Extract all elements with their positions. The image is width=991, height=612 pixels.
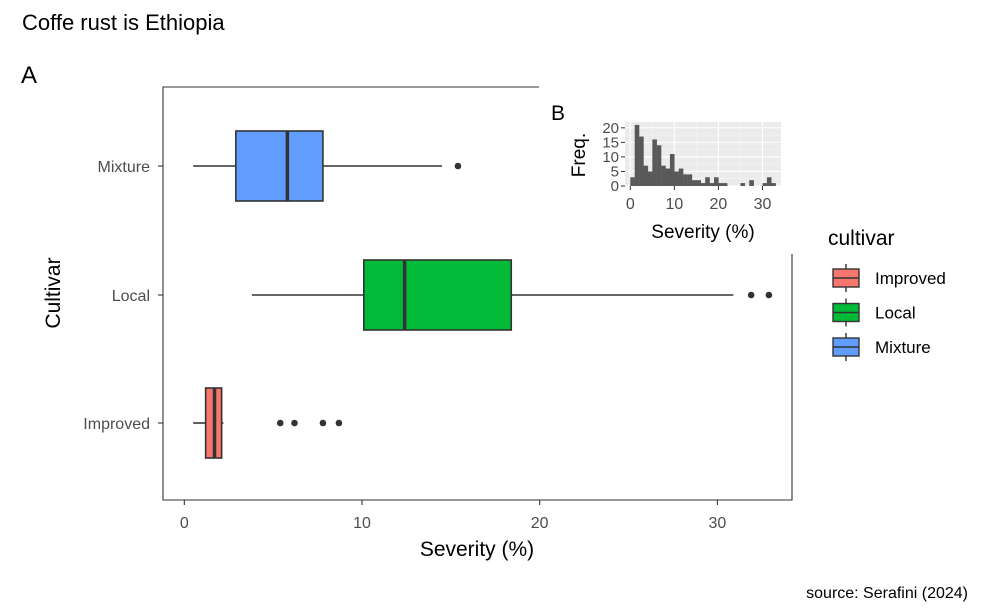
outlier-point <box>454 162 462 170</box>
hist-bar <box>665 168 671 186</box>
y-tick-label: 5 <box>611 163 619 180</box>
x-tick-label: 10 <box>665 196 683 213</box>
box-iqr <box>235 130 324 202</box>
x-tick-label: 0 <box>180 515 189 532</box>
hist-bar <box>691 180 697 186</box>
legend-item-improved: Improved <box>832 264 946 292</box>
hist-bar <box>634 124 640 186</box>
panel-b-bars <box>630 124 776 186</box>
y-tick-label: 15 <box>602 134 619 151</box>
hist-bar <box>705 177 710 186</box>
hist-bar <box>639 136 644 186</box>
panel-a-x-axis-label: Severity (%) <box>420 538 534 561</box>
caption: source: Serafini (2024) <box>806 585 968 602</box>
hist-bar <box>652 139 657 186</box>
hist-bar <box>714 177 719 186</box>
legend-item-local: Local <box>832 298 916 327</box>
legend-label: Local <box>875 304 916 323</box>
box-improved <box>193 387 343 459</box>
figure-title: Coffe rust is Ethiopia <box>22 10 225 35</box>
y-tick-label: Improved <box>83 416 150 433</box>
hist-bar <box>740 183 746 186</box>
y-tick-label: 10 <box>602 149 619 166</box>
hist-bar <box>630 177 635 186</box>
hist-bar <box>766 177 772 186</box>
hist-bar <box>709 183 715 186</box>
outlier-point <box>765 291 773 299</box>
hist-bar <box>661 165 666 186</box>
hist-bar <box>643 165 649 186</box>
panel-b-tag: B <box>551 102 565 125</box>
outlier-point <box>276 419 284 427</box>
legend-item-mixture: Mixture <box>832 333 931 361</box>
hist-bar <box>674 171 679 186</box>
hist-bar <box>696 180 701 186</box>
x-tick-label: 10 <box>353 515 371 532</box>
y-tick-label: 20 <box>602 120 619 137</box>
x-tick-label: 20 <box>710 196 728 213</box>
panel-a-y-ticks: Improved Local Mixture <box>83 159 163 433</box>
hist-bar <box>722 183 728 186</box>
legend-label: Mixture <box>875 338 931 357</box>
box-local <box>251 259 773 331</box>
hist-bar <box>683 174 688 186</box>
hist-bar <box>669 154 675 186</box>
x-tick-label: 20 <box>531 515 549 532</box>
panel-b-y-axis-label: Freq. <box>569 133 590 177</box>
y-tick-label: Local <box>112 288 150 305</box>
outlier-point <box>291 419 298 427</box>
panel-a-tag: A <box>21 62 37 89</box>
x-tick-label: 30 <box>708 515 726 532</box>
box-iqr <box>362 259 513 331</box>
hist-bar <box>749 180 754 186</box>
x-tick-label: 0 <box>626 196 635 213</box>
y-tick-label: Mixture <box>98 159 151 176</box>
panel-a-axis-frame <box>162 86 793 501</box>
legend-label: Improved <box>875 269 946 288</box>
panel-a-x-ticks: 0 10 20 30 <box>180 500 726 532</box>
panel-a-y-axis-label: Cultivar <box>42 257 65 328</box>
box-mixture <box>193 130 462 202</box>
panel-a: A 0 10 20 30 Improved Local Mixture Severity … <box>21 62 793 561</box>
hist-bar <box>687 174 693 186</box>
outlier-point <box>335 419 343 427</box>
legend-title: cultivar <box>828 227 895 250</box>
panel-b-x-ticks: 0 10 20 30 <box>626 186 772 213</box>
outlier-point <box>747 291 755 299</box>
x-tick-label: 30 <box>754 196 772 213</box>
hist-bar <box>647 171 653 186</box>
y-tick-label: 0 <box>611 178 619 195</box>
outlier-point <box>319 419 327 427</box>
panel-b-x-axis-label: Severity (%) <box>651 222 754 243</box>
hist-bar <box>700 183 706 186</box>
hist-bar <box>771 183 776 186</box>
hist-bar <box>762 183 768 186</box>
hist-bar <box>678 168 684 186</box>
panel-a-boxes <box>193 130 773 459</box>
hist-bar <box>718 183 724 186</box>
hist-bar <box>656 145 662 186</box>
legend: cultivar Improved Local Mixture <box>828 227 946 361</box>
